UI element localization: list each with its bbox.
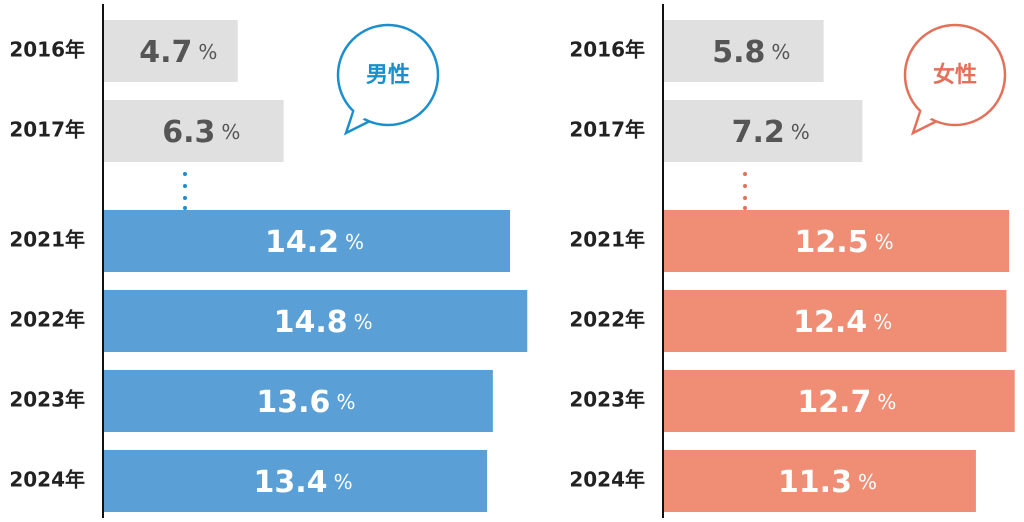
gap-dot <box>183 206 187 210</box>
speech-bubble <box>343 111 371 136</box>
bar <box>103 210 511 272</box>
gap-dot <box>743 196 747 200</box>
gap-dot <box>183 196 187 200</box>
category-label: 2021年 <box>569 228 645 252</box>
bar <box>663 290 1007 352</box>
value-label: 12.5% <box>795 225 894 260</box>
category-label: 2022年 <box>569 308 645 332</box>
bar <box>103 370 493 432</box>
value-label: 13.6% <box>256 385 355 420</box>
category-label: 2023年 <box>569 388 645 412</box>
legend-label: 男性 <box>366 63 410 88</box>
category-label: 2016年 <box>9 38 85 62</box>
bar <box>663 450 976 512</box>
value-label: 7.2% <box>732 115 810 150</box>
speech-bubble <box>903 23 1007 127</box>
speech-bubble <box>910 111 938 136</box>
value-label: 14.8% <box>274 305 373 340</box>
speech-bubble-tail-cover <box>917 109 934 126</box>
speech-bubble-tail-cover <box>350 109 367 126</box>
legend-label: 女性 <box>933 62 977 88</box>
value-label: 12.7% <box>797 385 896 420</box>
value-label: 12.4% <box>793 305 892 340</box>
category-label: 2024年 <box>569 468 645 492</box>
bar <box>103 450 488 512</box>
gap-dot <box>183 172 187 176</box>
category-label: 2022年 <box>9 308 85 332</box>
category-label: 2016年 <box>569 38 645 62</box>
gap-dot <box>183 184 187 188</box>
bar <box>663 370 1015 432</box>
category-label: 2017年 <box>9 118 85 142</box>
value-label: 14.2% <box>265 225 364 260</box>
speech-bubble <box>336 23 440 127</box>
value-label: 4.7% <box>139 35 217 70</box>
value-label: 6.3% <box>162 115 240 150</box>
gap-dot <box>743 172 747 176</box>
bar <box>103 20 238 82</box>
category-label: 2021年 <box>9 228 85 252</box>
gap-dot <box>743 206 747 210</box>
category-label: 2024年 <box>9 468 85 492</box>
bar <box>103 290 528 352</box>
category-label: 2017年 <box>569 118 645 142</box>
value-label: 13.4% <box>254 465 353 500</box>
gap-dot <box>743 184 747 188</box>
bar <box>663 210 1010 272</box>
value-label: 11.3% <box>778 465 877 500</box>
category-label: 2023年 <box>9 388 85 412</box>
bar <box>103 100 284 162</box>
bar <box>663 20 824 82</box>
value-label: 5.8% <box>712 35 790 70</box>
bar <box>663 100 863 162</box>
